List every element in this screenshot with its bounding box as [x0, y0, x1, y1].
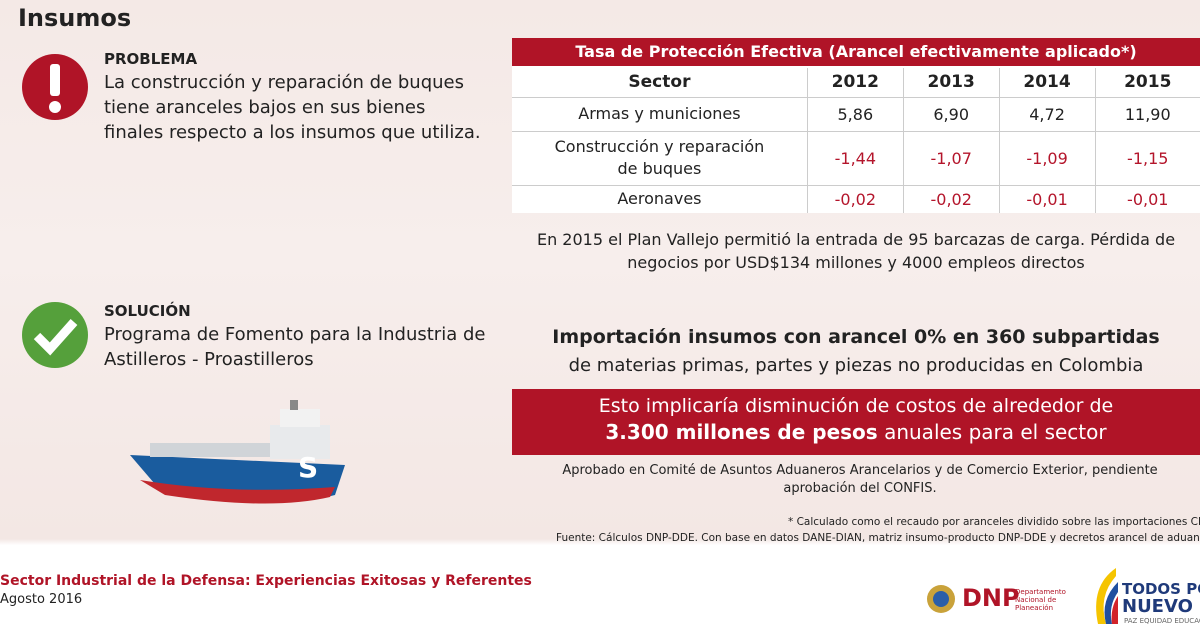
- column-header: 2012: [806, 68, 904, 97]
- slide-title: Insumos: [18, 4, 132, 32]
- table: Sector 2012 2013 2014 2015 Armas y municiones…: [512, 68, 1200, 213]
- import-detail: de materias primas, partes y piezas no p…: [568, 355, 1144, 376]
- slogan: NUEVO PAÍS: [1122, 596, 1200, 617]
- column-header: 2014: [998, 68, 1095, 97]
- slogan: TODOS POR UN: [1122, 580, 1200, 598]
- problem-text: La construcción y reparación de buques t…: [104, 72, 481, 143]
- footer-date: Agosto 2016: [0, 592, 83, 607]
- approval: Aprobado en Comité de Asuntos Aduaneros …: [562, 463, 1158, 496]
- import-headline: Importación insumos con arancel 0% en 36…: [552, 326, 1160, 348]
- value-cell: 11,90: [1094, 96, 1200, 131]
- value-cell: 5,86: [806, 96, 904, 131]
- ship-image: S: [130, 400, 345, 504]
- value-cell: -0,01: [1094, 184, 1200, 213]
- dnp-name: Departamento Nacional de Planeación: [1015, 588, 1066, 612]
- value-cell: -0,01: [998, 184, 1095, 213]
- note: En 2015 el Plan Vallejo permitió la entr…: [536, 230, 1176, 272]
- sector-cell: Armas y municiones: [512, 96, 808, 131]
- flag-swoosh: [1096, 568, 1118, 624]
- header-row: Sector 2012 2013 2014 2015: [512, 68, 1200, 97]
- column-header: 2013: [902, 68, 1000, 97]
- impact-line: Esto implicaría disminución de costos de…: [598, 395, 1114, 417]
- footer-title: Sector Industrial de la Defensa: Experie…: [0, 573, 532, 589]
- table-row: Construcción y reparación de buques -1,44…: [512, 130, 1200, 185]
- table-panel: Tasa de Protección Efectiva (Arancel efe…: [512, 38, 1200, 213]
- problem-label: PROBLEMA: [104, 50, 198, 68]
- column-header: 2015: [1094, 68, 1200, 97]
- value-cell: -1,09: [998, 130, 1095, 185]
- sector-cell: Construcción y reparación de buques: [512, 130, 808, 185]
- value-cell: -0,02: [902, 184, 1000, 213]
- value-cell: 6,90: [902, 96, 1000, 131]
- value-cell: -1,15: [1094, 130, 1200, 185]
- table-row: Armas y municiones 5,86 6,90 4,72 11,90: [512, 96, 1200, 131]
- table-row: Aeronaves -0,02 -0,02 -0,01 -0,01: [512, 184, 1200, 213]
- impact-rest: anuales para el sector: [884, 420, 1107, 444]
- sector-cell: Aeronaves: [512, 184, 808, 213]
- warning-icon: [22, 54, 88, 120]
- emblem: [927, 585, 955, 613]
- footnote: Fuente: Cálculos DNP-DDE. Con base en da…: [556, 532, 1200, 544]
- solution-text: Programa de Fomento para la Industria de…: [104, 324, 486, 370]
- footnote: * Calculado como el recaudo por arancele…: [788, 516, 1200, 528]
- value-cell: 4,72: [998, 96, 1095, 131]
- slogan-sub: PAZ EQUIDAD EDUCACIÓN: [1124, 617, 1200, 625]
- value-cell: -1,07: [902, 130, 1000, 185]
- column-header: Sector: [628, 72, 691, 93]
- table-title: Tasa de Protección Efectiva (Arancel efe…: [512, 38, 1200, 66]
- value-cell: -0,02: [806, 184, 904, 213]
- impact-box: Esto implicaría disminución de costos de…: [512, 389, 1200, 455]
- solution-label: SOLUCIÓN: [104, 302, 191, 320]
- impact-amount: 3.300 millones de pesos: [605, 420, 878, 444]
- value-cell: -1,44: [806, 130, 904, 185]
- svg-text:S: S: [298, 451, 318, 484]
- dnp-logo: DNP: [962, 584, 1020, 612]
- check-icon: [22, 302, 88, 368]
